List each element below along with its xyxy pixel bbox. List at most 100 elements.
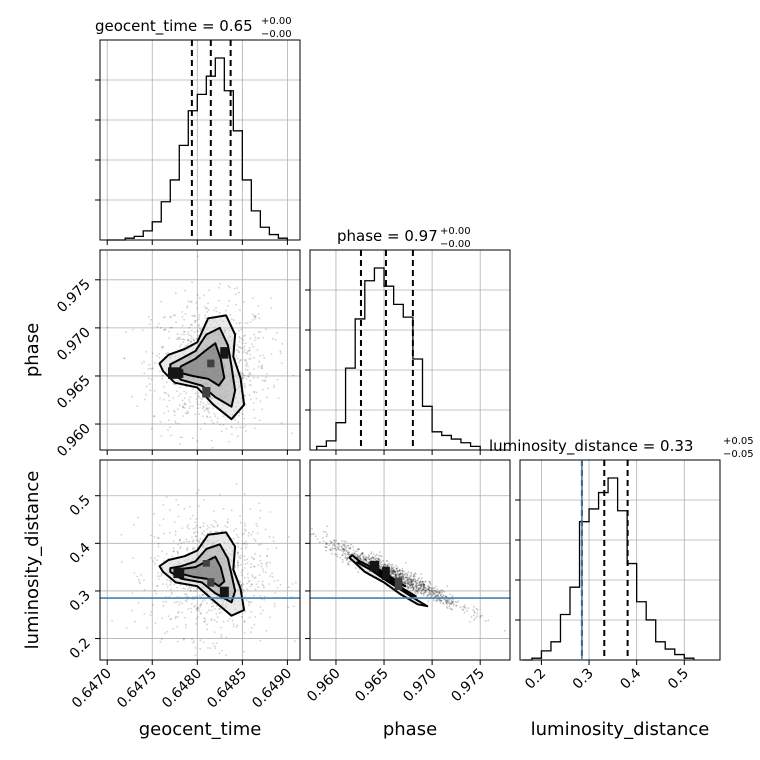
phase-geocent-sample-72: [191, 281, 193, 284]
dist-phase-sample-1068: [428, 586, 431, 588]
phase-geocent-sample-873: [261, 367, 264, 369]
dist-phase-sample-708: [357, 555, 360, 558]
dist-geocent-sample-383: [133, 572, 136, 574]
dist-phase-sample-955: [402, 576, 405, 578]
dist-phase-sample-514: [433, 587, 436, 590]
phase-geocent-sample-308: [218, 286, 220, 289]
title-luminosity-distance-label: luminosity_distance = 0.33: [489, 437, 693, 456]
dist-phase-sample-1041: [347, 544, 350, 547]
dist-phase-sample-980: [347, 563, 349, 566]
dist-phase-sample-132: [436, 591, 439, 594]
dist-geocent-sample-15: [237, 564, 240, 567]
dist-phase-sample-272: [461, 608, 464, 611]
phase-geocent-sample-880: [235, 303, 237, 306]
phase-geocent-sample-801: [206, 416, 209, 419]
dist-phase-sample-394: [450, 608, 453, 611]
dist-phase-sample-154: [330, 553, 333, 555]
dist-phase-sample-1097: [421, 583, 424, 586]
dist-phase-sample-655: [395, 567, 398, 570]
dist-phase-sample-218: [402, 578, 405, 581]
phase-geocent-sample-736: [247, 369, 249, 372]
phase-geocent-sample-854: [183, 330, 185, 333]
dist-phase-sample-446: [401, 572, 403, 575]
phase-geocent-sample-706: [280, 362, 283, 364]
dist-geocent-sample-499: [173, 521, 176, 523]
dist-geocent-sample-603: [294, 581, 297, 584]
dist-geocent-sample-328: [236, 542, 239, 544]
dist-phase-sample-174: [402, 577, 405, 579]
dist-phase-sample-1034: [340, 546, 343, 548]
dist-geocent-sample-124: [237, 560, 239, 562]
phase-geocent-sample-152: [180, 338, 182, 340]
phase-geocent-sample-772: [256, 349, 259, 351]
phase-geocent-sample-510: [248, 384, 251, 386]
dist-phase-sample-685: [356, 550, 358, 553]
dist-geocent-sample-452: [210, 609, 213, 612]
phase-geocent-sample-542: [248, 349, 251, 352]
dist-phase-sample-750: [474, 617, 477, 619]
dist-geocent-sample-506: [169, 580, 172, 583]
dist-geocent-sample-20: [172, 540, 175, 542]
dist-phase-sample-214: [446, 585, 448, 588]
dist-phase-sample-1044: [435, 590, 437, 592]
dist-phase-sample-983: [391, 572, 394, 575]
dist-phase-sample-26: [398, 573, 400, 576]
dist-geocent-sample-849: [150, 557, 152, 559]
dist-phase-sample-306: [361, 551, 364, 554]
dist-phase-sample-859: [392, 570, 395, 572]
dist-geocent-sample-417: [199, 639, 202, 642]
dist-geocent-sample-781: [209, 531, 212, 534]
phase-geocent-sample-275: [237, 351, 240, 354]
dist-phase-sample-985: [410, 583, 412, 586]
phase-geocent-sample-604: [231, 426, 233, 429]
dist-geocent-sample-711: [193, 640, 195, 643]
dist-geocent-density-block-2: [219, 586, 229, 598]
phase-geocent-sample-732: [253, 376, 255, 379]
phase-geocent-sample-302: [161, 374, 164, 377]
dist-geocent-sample-272: [170, 591, 173, 594]
dist-geocent-sample-193: [263, 586, 265, 589]
phase-geocent-sample-283: [210, 439, 213, 442]
dist-geocent-sample-861: [153, 512, 156, 515]
dist-phase-sample-960: [410, 575, 413, 577]
dist-geocent-sample-473: [165, 496, 168, 498]
dist-geocent-sample-893: [237, 555, 240, 557]
dist-phase-sample-1013: [389, 569, 392, 571]
dist-geocent-sample-597: [140, 573, 143, 576]
phase-geocent-sample-289: [181, 436, 184, 439]
dist-phase-sample-522: [404, 582, 407, 585]
dist-geocent-sample-621: [157, 575, 159, 578]
dist-geocent-sample-221: [219, 607, 221, 610]
dist-geocent-sample-693: [227, 520, 229, 523]
dist-phase-sample-820: [386, 564, 389, 567]
phase-geocent-sample-720: [167, 429, 169, 431]
dist-phase-sample-520: [347, 551, 349, 554]
dist-phase-sample-386: [418, 583, 421, 586]
phase-geocent-sample-760: [244, 430, 247, 432]
dist-phase-sample-751: [312, 532, 315, 535]
phase-geocent-sample-331: [197, 395, 200, 397]
dist-geocent-sample-839: [260, 565, 263, 568]
dist-phase-sample-147: [419, 584, 422, 586]
dist-phase-sample-766: [406, 576, 409, 579]
dist-phase-sample-299: [462, 605, 465, 608]
dist-phase-sample-725: [440, 600, 443, 602]
phase-geocent-sample-519: [171, 326, 174, 329]
dist-geocent-sample-738: [239, 515, 241, 517]
dist-geocent-sample-625: [240, 583, 243, 586]
dist-phase-sample-389: [423, 584, 425, 586]
dist-geocent-sample-899: [163, 532, 166, 535]
phase-geocent-sample-673: [205, 307, 208, 310]
dist-geocent-sample-524: [203, 599, 206, 601]
phase-geocent-sample-546: [184, 403, 187, 406]
dist-geocent-sample-780: [180, 545, 182, 548]
dist-phase-sample-160: [322, 537, 324, 539]
phase-geocent-sample-112: [253, 333, 256, 336]
phase-geocent-sample-696: [236, 349, 239, 352]
dist-geocent-sample-580: [259, 639, 262, 642]
dist-geocent-sample-542: [195, 608, 198, 611]
dist-phase-sample-979: [406, 574, 409, 576]
dist-phase-sample-76: [430, 589, 433, 591]
dist-phase-sample-443: [342, 547, 345, 550]
dist-geocent-sample-8: [216, 604, 218, 607]
